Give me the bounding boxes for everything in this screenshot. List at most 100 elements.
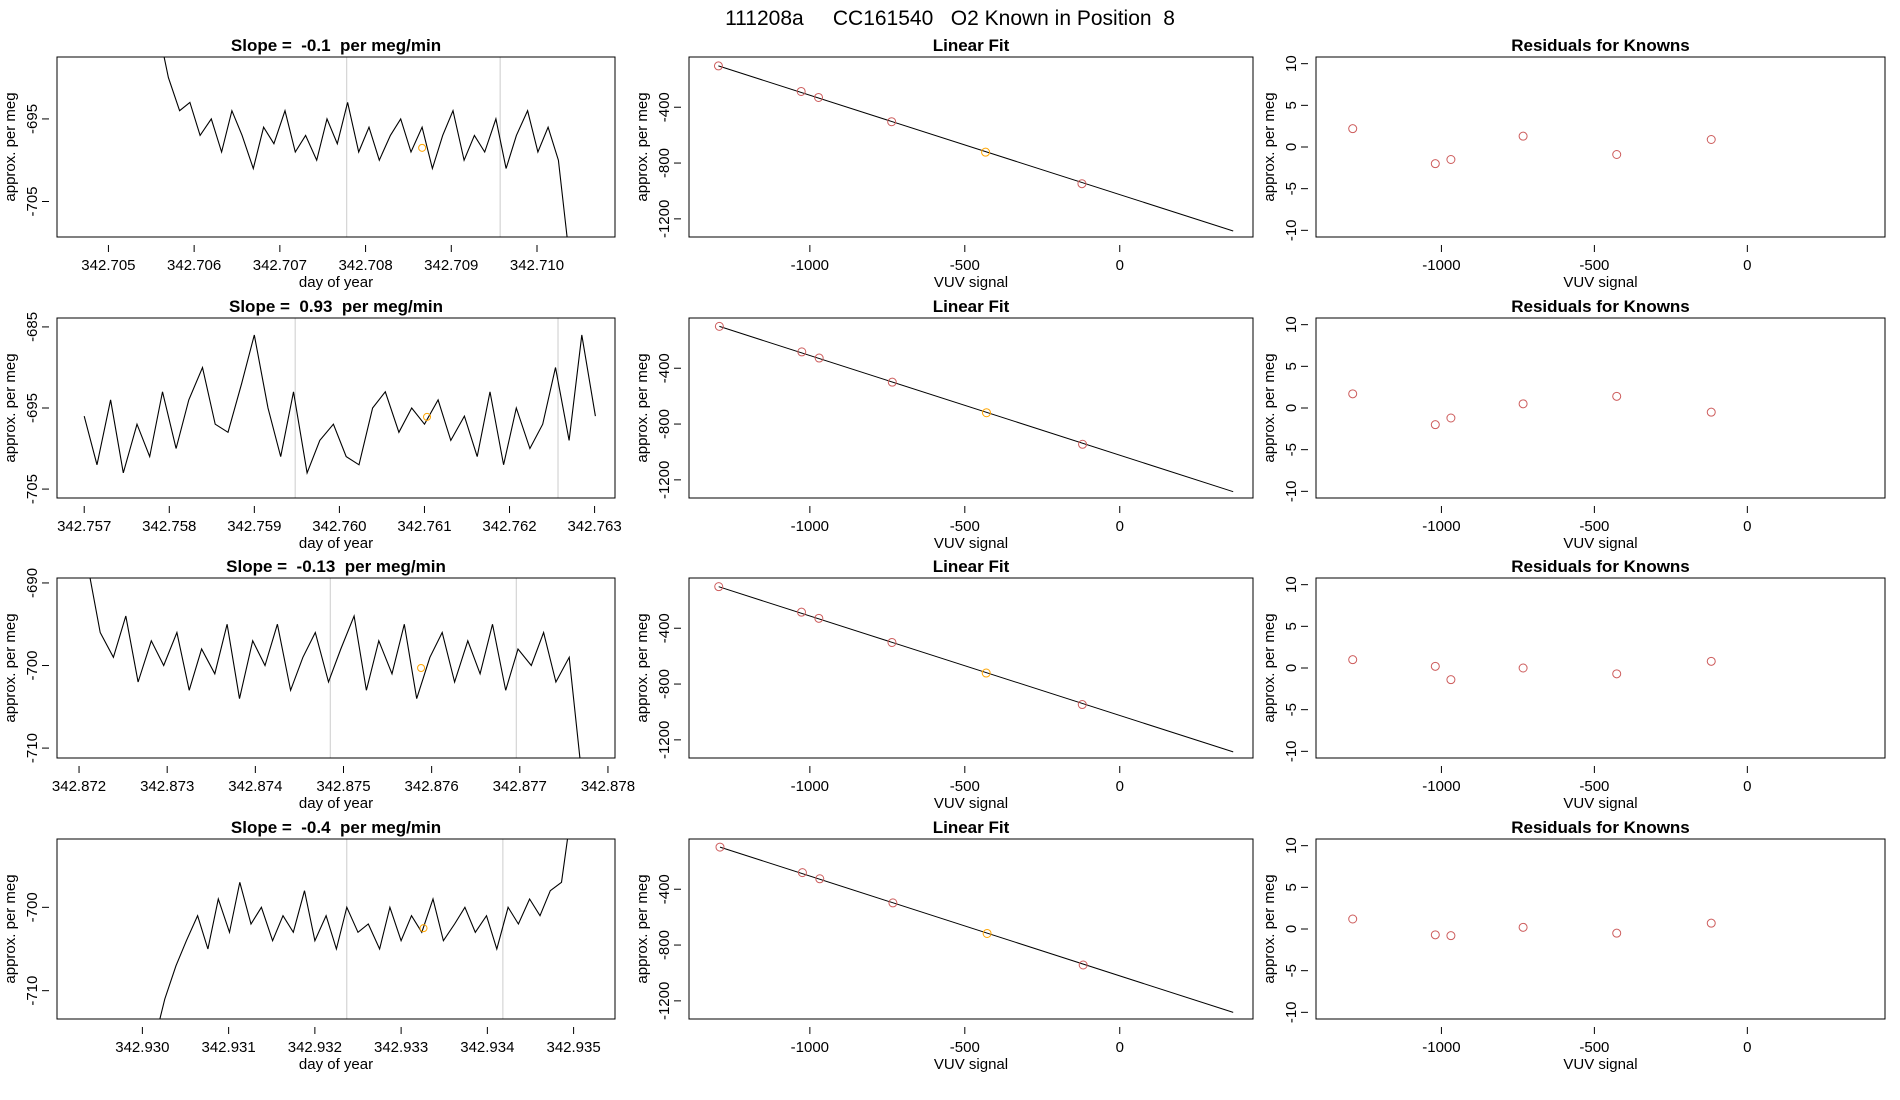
x-axis-label: day of year bbox=[299, 535, 373, 552]
x-tick-label: 342.935 bbox=[546, 1039, 600, 1056]
point bbox=[1348, 655, 1358, 665]
y-tick-label: -700 bbox=[24, 651, 41, 681]
y-axis-label: approx. per meg bbox=[2, 613, 19, 722]
y-axis-label: approx. per meg bbox=[634, 92, 651, 201]
y-tick-label: -800 bbox=[656, 930, 673, 960]
point bbox=[814, 353, 824, 363]
y-tick-label: -1200 bbox=[656, 721, 673, 759]
panel-title: Linear Fit bbox=[933, 297, 1010, 316]
y-tick-label: -1200 bbox=[656, 982, 673, 1020]
y-tick-label: -400 bbox=[656, 353, 673, 383]
x-tick-label: 342.757 bbox=[57, 518, 111, 535]
panel-title: Linear Fit bbox=[933, 557, 1010, 576]
point bbox=[1430, 930, 1440, 940]
point bbox=[887, 637, 897, 647]
point bbox=[1446, 931, 1456, 941]
point bbox=[1612, 669, 1622, 679]
plot-area bbox=[89, 578, 581, 758]
point bbox=[887, 117, 897, 127]
y-tick-label: -695 bbox=[24, 393, 41, 423]
x-tick-label: -500 bbox=[950, 257, 980, 274]
plot-frame bbox=[1315, 838, 1886, 1020]
x-tick-label: 0 bbox=[1116, 1039, 1124, 1056]
panel-title: Slope = 0.93 per meg/min bbox=[229, 297, 443, 316]
point bbox=[1430, 159, 1440, 169]
point bbox=[1077, 700, 1087, 710]
plot-frame bbox=[56, 317, 616, 499]
y-tick-label: -10 bbox=[1283, 219, 1300, 241]
plot-area bbox=[1348, 914, 1716, 941]
x-tick-label: 342.762 bbox=[482, 518, 536, 535]
panel: Slope = -0.1 per meg/min day of year appro… bbox=[2, 36, 616, 291]
point bbox=[1430, 661, 1440, 671]
plot-area bbox=[714, 582, 1234, 753]
point bbox=[1446, 413, 1456, 423]
y-tick-label: 0 bbox=[1283, 664, 1300, 672]
x-tick-label: 342.876 bbox=[405, 778, 459, 795]
panel-title: Residuals for Knowns bbox=[1511, 297, 1690, 316]
x-tick-label: -1000 bbox=[791, 778, 829, 795]
panel: Linear Fit VUV signal approx. per meg -1000… bbox=[634, 818, 1254, 1073]
highlight-point bbox=[423, 412, 432, 421]
plot-frame bbox=[56, 56, 616, 238]
x-tick-label: 342.877 bbox=[493, 778, 547, 795]
y-tick-label: -400 bbox=[656, 92, 673, 122]
x-axis-label: VUV signal bbox=[1563, 535, 1637, 552]
panel-title: Residuals for Knowns bbox=[1511, 557, 1690, 576]
point bbox=[1446, 675, 1456, 685]
plot-area bbox=[1348, 655, 1716, 685]
data-line bbox=[163, 57, 568, 237]
y-tick-label: 10 bbox=[1283, 55, 1300, 72]
panel: Residuals for Knowns VUV signal approx. pe… bbox=[1261, 557, 1886, 812]
point bbox=[815, 874, 825, 884]
y-axis-label: approx. per meg bbox=[2, 874, 19, 983]
point bbox=[981, 668, 991, 678]
point bbox=[1612, 391, 1622, 401]
point bbox=[981, 147, 991, 157]
x-tick-label: 342.872 bbox=[52, 778, 106, 795]
x-tick-label: 342.706 bbox=[167, 257, 221, 274]
plot-area bbox=[1348, 389, 1716, 430]
panel-title: Linear Fit bbox=[933, 36, 1010, 55]
panel-title: Linear Fit bbox=[933, 818, 1010, 837]
figure-title: 111208a CC161540 O2 Known in Position 8 bbox=[725, 7, 1175, 30]
y-axis-label: approx. per meg bbox=[634, 353, 651, 462]
x-tick-label: 342.761 bbox=[397, 518, 451, 535]
x-tick-label: -500 bbox=[950, 1039, 980, 1056]
point bbox=[1348, 914, 1358, 924]
x-tick-label: -1000 bbox=[1422, 518, 1460, 535]
y-tick-label: 0 bbox=[1283, 925, 1300, 933]
x-tick-label: 342.708 bbox=[338, 257, 392, 274]
x-tick-label: -1000 bbox=[1422, 778, 1460, 795]
y-tick-label: -400 bbox=[656, 874, 673, 904]
y-tick-label: -710 bbox=[24, 733, 41, 763]
y-tick-label: 0 bbox=[1283, 143, 1300, 151]
point bbox=[1518, 663, 1528, 673]
point bbox=[797, 347, 807, 357]
x-axis-label: VUV signal bbox=[934, 274, 1008, 291]
panel: Residuals for Knowns VUV signal approx. pe… bbox=[1261, 297, 1886, 552]
x-tick-label: -500 bbox=[1579, 778, 1609, 795]
x-tick-label: 342.933 bbox=[374, 1039, 428, 1056]
highlight-point bbox=[419, 924, 428, 933]
x-axis-label: VUV signal bbox=[1563, 1056, 1637, 1073]
x-tick-label: -1000 bbox=[1422, 257, 1460, 274]
plot-frame bbox=[688, 577, 1254, 759]
point bbox=[714, 582, 724, 592]
data-line bbox=[159, 839, 569, 1019]
point bbox=[1348, 124, 1358, 134]
x-tick-label: 0 bbox=[1116, 257, 1124, 274]
plot-area bbox=[714, 321, 1234, 493]
panel: Linear Fit VUV signal approx. per meg -1000… bbox=[634, 297, 1254, 552]
point bbox=[1078, 439, 1088, 449]
point bbox=[714, 321, 724, 331]
x-axis-label: day of year bbox=[299, 274, 373, 291]
panel-title: Slope = -0.1 per meg/min bbox=[231, 36, 441, 55]
plot-area bbox=[715, 842, 1234, 1013]
point bbox=[715, 842, 725, 852]
x-tick-label: 0 bbox=[1116, 518, 1124, 535]
plot-area bbox=[83, 318, 596, 498]
data-line bbox=[89, 578, 581, 758]
plot-frame bbox=[1315, 577, 1886, 759]
x-tick-label: 342.931 bbox=[202, 1039, 256, 1056]
